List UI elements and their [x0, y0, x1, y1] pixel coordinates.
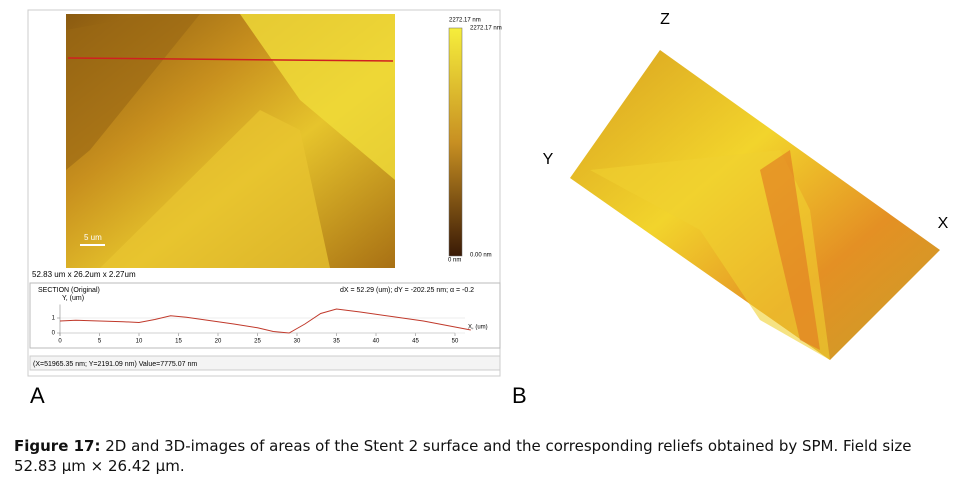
valley-3d — [760, 150, 820, 350]
profile-line — [59, 308, 471, 334]
field-size: 52.83 um x 26.2um x 2.27um — [32, 270, 136, 279]
x-tick-label: 20 — [215, 339, 222, 345]
axis-label: Y — [543, 151, 554, 168]
colorbar-label: 2272.17 nm — [449, 18, 481, 24]
ridge — [100, 110, 330, 268]
section-box — [29, 282, 501, 349]
section-line — [67, 57, 394, 62]
caption-label: Figure 17: — [14, 437, 101, 455]
x-tick-label: 35 — [333, 339, 340, 345]
colorbar-label: 0 nm — [448, 258, 461, 264]
status: (X=51965.35 nm; Y=2191.09 nm) Value=7775… — [33, 361, 197, 368]
x-tick-label: 10 — [136, 339, 143, 345]
x-tick-label: 15 — [175, 339, 182, 345]
panel-label: A — [30, 383, 45, 408]
x-tick-label: 25 — [254, 339, 261, 345]
colorbar-label: 0.00 nm — [470, 253, 492, 259]
section-plot: 0 5 10 15 20 25 30 35 40 45 50 0 1 — [52, 304, 471, 345]
y-tick-label: 1 — [52, 316, 56, 322]
caption: Figure 17: 2D and 3D-images of areas of … — [14, 436, 959, 476]
readout: dX = 52.29 (um); dY = -202.25 nm; α = -0… — [340, 287, 474, 294]
y-axis-label: Y, (um) — [62, 295, 84, 302]
y-tick-label: 0 — [52, 331, 56, 337]
valley — [66, 14, 200, 170]
colorbar-label: 2272.17 nm — [470, 26, 502, 32]
scale-bar-label: 5 um — [84, 233, 102, 242]
x-tick-label: 45 — [412, 339, 419, 345]
panel-label: B — [512, 383, 527, 408]
x-axis-label: X, (um) — [468, 325, 488, 331]
x-tick-label: 50 — [452, 339, 459, 345]
x-tick-label: 5 — [98, 339, 102, 345]
x-tick-label: 30 — [294, 339, 301, 345]
figure: 5 um 2272.17 nm 2272.17 nm 0 nm 0.00 nm … — [27, 9, 949, 408]
caption-text: 2D and 3D-images of areas of the Stent 2… — [14, 437, 912, 475]
status-bar — [29, 355, 501, 371]
axis-label: X — [938, 215, 949, 232]
x-tick-label: 0 — [58, 339, 62, 345]
colorbar — [448, 27, 463, 257]
ridge — [240, 14, 395, 180]
section-title: SECTION (Original) — [38, 287, 100, 294]
x-tick-label: 40 — [373, 339, 380, 345]
axis-label: Z — [660, 11, 670, 28]
